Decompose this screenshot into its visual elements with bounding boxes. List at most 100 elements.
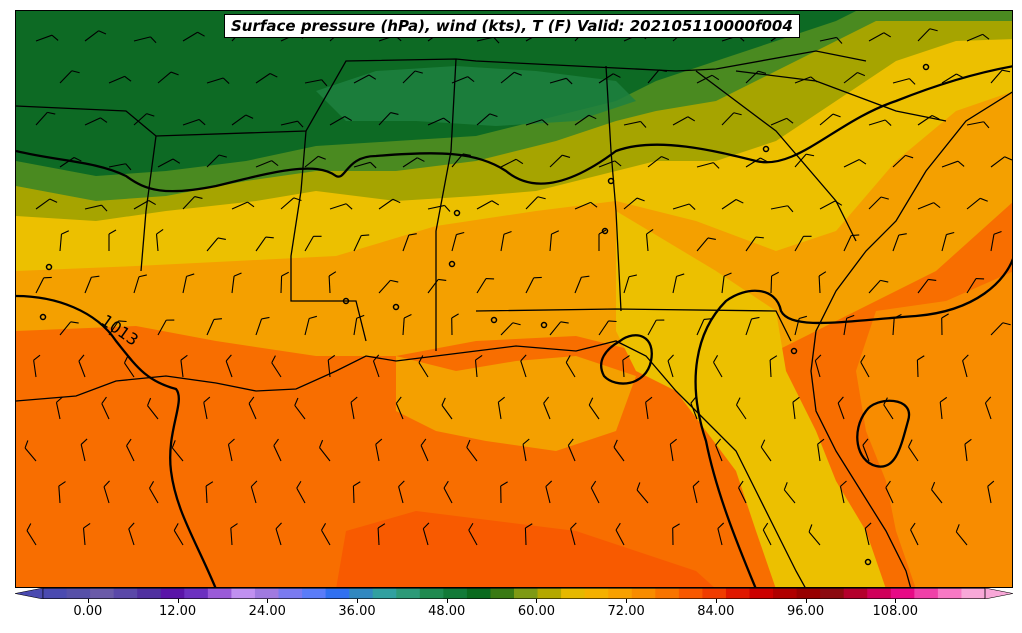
temperature-colorbar (15, 588, 1013, 599)
colorbar-tick (805, 599, 807, 603)
colorbar-cell (725, 588, 750, 599)
colorbar-cell (678, 588, 703, 599)
border-north-line (16, 50, 867, 137)
colorbar-cell (773, 588, 798, 599)
colorbar-cell (43, 588, 68, 599)
gulf-deep-warm (336, 511, 714, 587)
colorbar-cell (349, 588, 374, 599)
colorbar-extend-high (984, 588, 1013, 599)
colorbar-cell (396, 588, 421, 599)
colorbar-cell (207, 588, 232, 599)
colorbar-cell (184, 588, 209, 599)
colorbar-tick (267, 599, 269, 603)
colorbar-tick (895, 599, 897, 603)
city-markers (39, 63, 930, 566)
colorbar-cell (113, 588, 138, 599)
colorbar-cell (890, 588, 915, 599)
colorbar-cell (561, 588, 586, 599)
colorbar-tick-label: 96.00 (786, 604, 825, 619)
colorbar-tick (536, 599, 538, 603)
city-marker (601, 227, 609, 235)
colorbar-tick-label: 72.00 (607, 604, 645, 619)
colorbar-extend-low (15, 588, 44, 599)
colorbar-cell (937, 588, 962, 599)
border-ms-west (290, 130, 367, 342)
colorbar-cell (66, 588, 91, 599)
isobar-florida-loop (856, 399, 911, 468)
map-title: Surface pressure (hPa), wind (kts), T (F… (224, 14, 800, 38)
border-arkansas-east (140, 135, 157, 272)
colorbar-tick (626, 599, 628, 603)
colorbar-tick-label: 84.00 (697, 604, 735, 619)
border-fl-panhandle (475, 308, 792, 342)
border-sc-nc (735, 70, 947, 122)
georgia-florida-yellow (616, 211, 886, 587)
border-ga-sc (695, 70, 857, 242)
colorbar-cell (325, 588, 350, 599)
colorbar-tick (446, 599, 448, 603)
colorbar-cell (843, 588, 868, 599)
city-marker (540, 321, 548, 329)
border-ms-al (435, 58, 457, 351)
colorbar-cell (278, 588, 303, 599)
colorbar-cell (443, 588, 468, 599)
colorbar-cell (608, 588, 633, 599)
colorbar-cells (15, 588, 1013, 599)
city-marker (607, 177, 615, 185)
city-marker (490, 316, 498, 324)
colorbar-tick (715, 599, 717, 603)
isobar-fl-oval (600, 334, 653, 385)
city-marker (45, 263, 53, 271)
colorbar-tick-label: 48.00 (428, 604, 466, 619)
colorbar-cell (961, 588, 986, 599)
city-marker (790, 347, 798, 355)
map-panel: 1013 (15, 10, 1013, 588)
colorbar-cell (702, 588, 727, 599)
colorbar-cell (466, 588, 491, 599)
city-marker (453, 209, 461, 217)
colorbar-cell (631, 588, 656, 599)
city-marker (448, 260, 456, 268)
atlantic-coastline (810, 91, 1012, 587)
state-borders (16, 50, 1012, 587)
colorbar-tick-label: 36.00 (338, 604, 376, 619)
colorbar-cell (302, 588, 327, 599)
city-marker (342, 297, 350, 305)
temperature-fill (16, 11, 1012, 587)
colorbar-cell (796, 588, 821, 599)
isobar-1013 (16, 294, 217, 587)
colorbar-cell (90, 588, 115, 599)
colorbar-tick (357, 599, 358, 603)
colorbar-tick (87, 599, 89, 603)
weather-map: 1013 (16, 11, 1012, 587)
colorbar-tick-label: 0.00 (73, 604, 103, 619)
isobars (16, 65, 1012, 587)
colorbar-cell (514, 588, 539, 599)
city-marker (39, 313, 47, 321)
colorbar-tick-label: 60.00 (517, 604, 556, 619)
gulf-coastline (16, 340, 806, 587)
colorbar-cell (160, 588, 185, 599)
colorbar-cell (867, 588, 892, 599)
colorbar-cell (655, 588, 680, 599)
colorbar-cell (231, 588, 256, 599)
colorbar-cell (254, 588, 279, 599)
colorbar-cell (584, 588, 609, 599)
colorbar-cell (537, 588, 562, 599)
colorbar-frame (42, 588, 986, 599)
city-marker (864, 558, 872, 566)
colorbar-cell (914, 588, 939, 599)
isobar-north (16, 65, 1012, 193)
colorbar-cell (820, 588, 845, 599)
colorbar-cell (749, 588, 774, 599)
colorbar-tick-label: 12.00 (158, 604, 197, 619)
colorbar-tick-label: 24.00 (248, 604, 286, 619)
colorbar-cell (372, 588, 397, 599)
isobar-central (694, 257, 1012, 587)
colorbar-cell (419, 588, 444, 599)
city-marker (762, 145, 770, 153)
city-marker (922, 63, 930, 71)
colorbar-cell (490, 588, 515, 599)
colorbar-cell (137, 588, 162, 599)
colorbar-tick-label: 108.00 (872, 604, 919, 619)
